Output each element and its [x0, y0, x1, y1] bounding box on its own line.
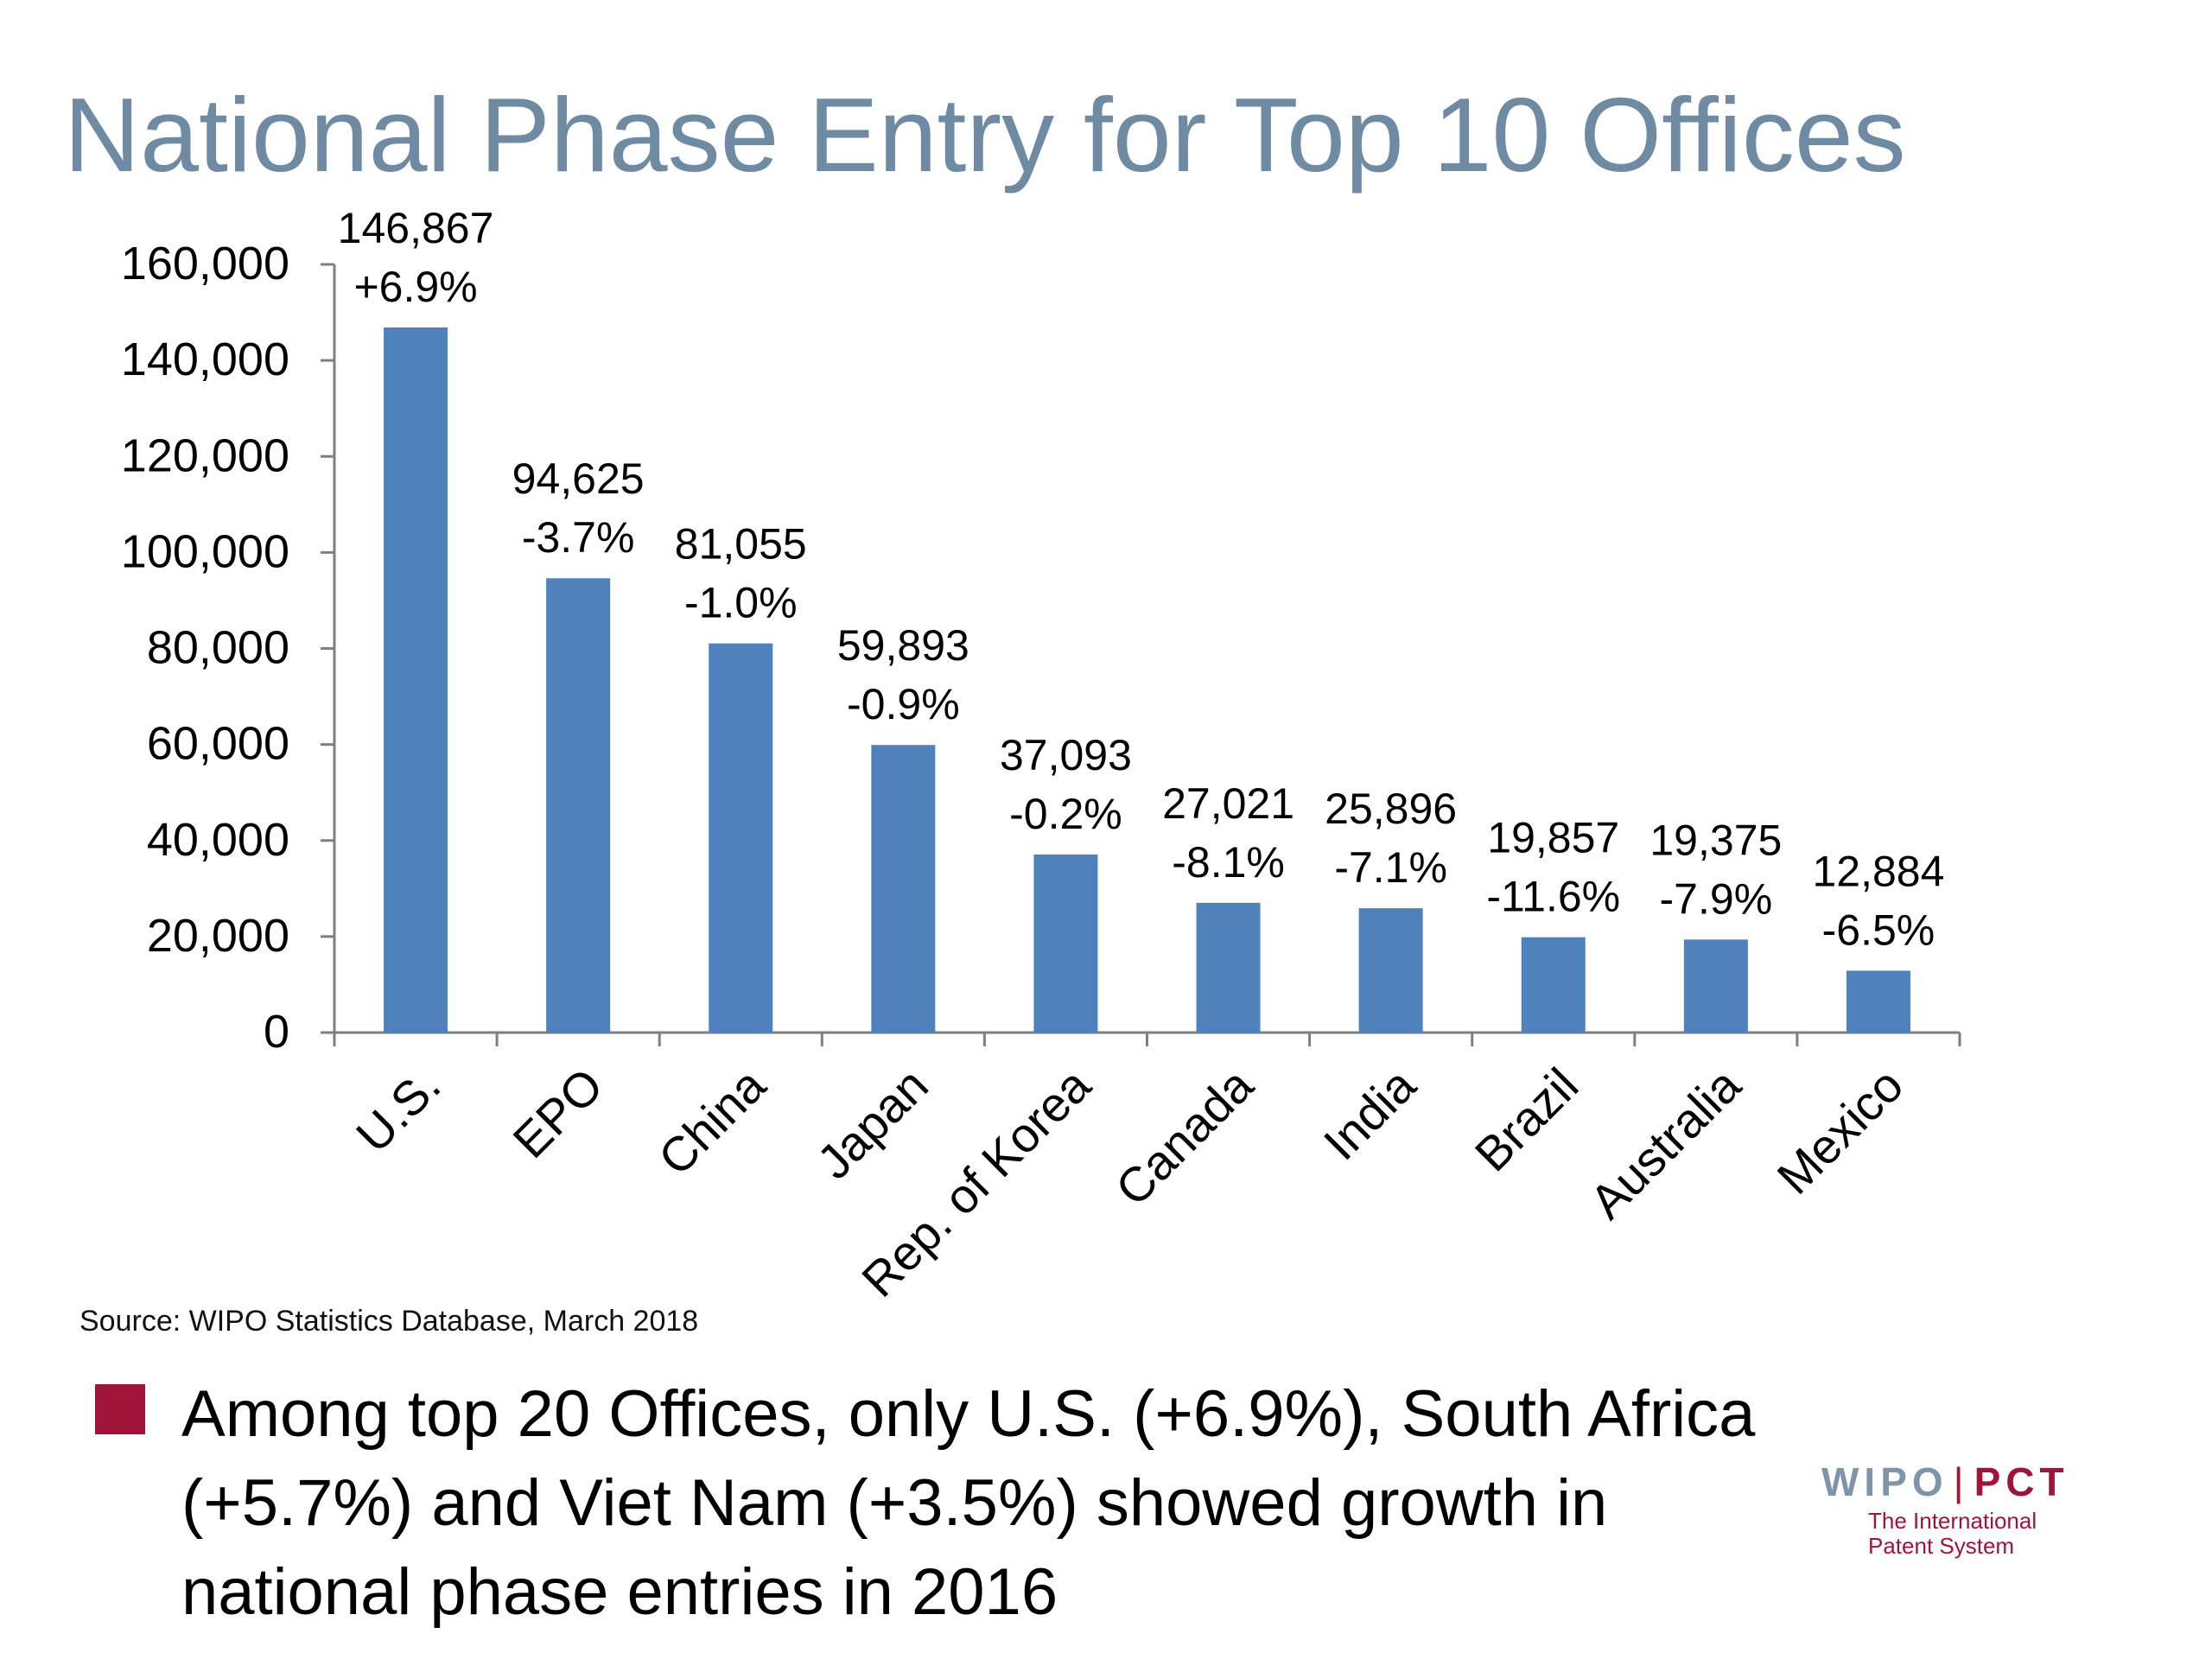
- logo-pct-text: PCT: [1974, 1459, 2069, 1504]
- bullet-line: Among top 20 Offices, only U.S. (+6.9%),…: [181, 1377, 1756, 1451]
- data-label-growth: -1.0%: [684, 579, 798, 627]
- category-label: China: [648, 1057, 777, 1185]
- category-label: India: [1313, 1057, 1427, 1170]
- logo-separator: |: [1953, 1459, 1969, 1504]
- y-tick-label: 100,000: [121, 525, 289, 577]
- logo-wipo-text: WIPO: [1821, 1459, 1948, 1504]
- data-label-growth: -8.1%: [1172, 838, 1285, 887]
- bar: [1521, 937, 1586, 1033]
- data-label-growth: -7.1%: [1334, 843, 1447, 892]
- data-label-value: 19,857: [1487, 814, 1619, 862]
- category-label: Canada: [1105, 1057, 1264, 1216]
- bar: [709, 643, 773, 1033]
- logo-wordmark: WIPO | PCT: [1821, 1462, 2069, 1502]
- data-label-value: 94,625: [512, 454, 645, 503]
- bullet-text: Among top 20 Offices, only U.S. (+6.9%),…: [181, 1370, 2013, 1637]
- category-label: Brazil: [1465, 1058, 1589, 1182]
- bar: [1358, 908, 1423, 1033]
- data-label-growth: -6.5%: [1822, 906, 1936, 954]
- bar: [1033, 854, 1098, 1033]
- logo-subtitle-line: Patent System: [1868, 1533, 2015, 1559]
- category-label: EPO: [502, 1058, 613, 1168]
- bar: [384, 327, 448, 1033]
- bar: [871, 745, 936, 1033]
- y-tick-label: 80,000: [147, 622, 289, 674]
- category-label: Australia: [1580, 1057, 1751, 1229]
- y-tick-label: 160,000: [121, 238, 289, 289]
- data-label-growth: -3.7%: [522, 513, 635, 562]
- source-note: Source: WIPO Statistics Database, March …: [79, 1305, 699, 1338]
- category-label: Japan: [806, 1058, 938, 1189]
- data-label-value: 59,893: [837, 621, 969, 670]
- data-label-value: 25,896: [1325, 785, 1457, 833]
- data-label-growth: -0.9%: [847, 680, 960, 728]
- bullet-line: national phase entries in 2016: [181, 1555, 1058, 1629]
- y-tick-label: 140,000: [121, 334, 289, 385]
- logo-subtitle-line: The International: [1868, 1508, 2037, 1534]
- data-label-growth: -0.2%: [1009, 790, 1122, 838]
- bar: [1196, 902, 1261, 1033]
- y-axis: 0 20,000 40,000 60,000 80,000 100,000 120,000 1…: [121, 238, 336, 1058]
- data-label-value: 12,884: [1812, 847, 1944, 895]
- y-tick-label: 40,000: [147, 814, 289, 866]
- data-label-value: 81,055: [675, 520, 807, 569]
- data-label-value: 19,375: [1649, 816, 1782, 864]
- bar-series: [384, 327, 1910, 1033]
- bullet-marker: [95, 1384, 145, 1434]
- y-tick-label: 0: [264, 1006, 289, 1058]
- x-axis: [333, 1031, 1961, 1046]
- wipo-pct-logo: WIPO | PCT The International Patent System: [1821, 1462, 2069, 1559]
- category-label: U.S.: [346, 1058, 451, 1163]
- category-label: Mexico: [1766, 1058, 1913, 1205]
- data-label-growth: +6.9%: [353, 263, 477, 311]
- page-title: National Phase Entry for Top 10 Offices: [64, 76, 1906, 194]
- y-tick-label: 60,000: [147, 718, 289, 770]
- data-label-value: 37,093: [1000, 731, 1132, 779]
- bar: [546, 578, 611, 1033]
- data-label-growth: -11.6%: [1486, 873, 1620, 921]
- data-label-value: 27,021: [1162, 779, 1294, 828]
- bar: [1846, 970, 1910, 1033]
- bullet-line: (+5.7%) and Viet Nam (+3.5%) showed grow…: [181, 1466, 1608, 1540]
- data-label-value: 146,867: [338, 204, 494, 252]
- bar: [1683, 939, 1748, 1033]
- data-labels: 146,867 +6.9% 94,625 -3.7% 81,055 -1.0% 59,893…: [338, 204, 1945, 954]
- y-tick-label: 120,000: [121, 429, 289, 481]
- logo-subtitle: The International Patent System: [1868, 1509, 2069, 1559]
- y-tick-label: 20,000: [147, 910, 289, 962]
- data-label-growth: -7.9%: [1660, 874, 1773, 923]
